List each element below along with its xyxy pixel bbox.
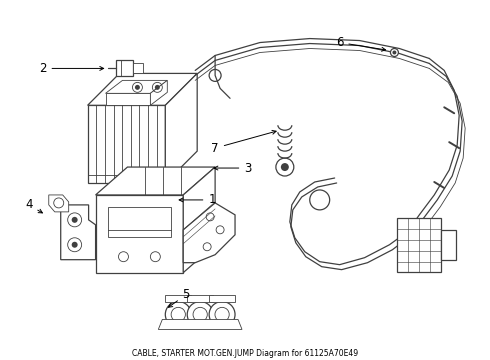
- Polygon shape: [165, 294, 191, 302]
- Polygon shape: [133, 63, 144, 73]
- Circle shape: [310, 190, 330, 210]
- Polygon shape: [441, 230, 456, 260]
- Polygon shape: [150, 80, 167, 105]
- Circle shape: [165, 302, 191, 328]
- Circle shape: [187, 302, 213, 328]
- Text: 4: 4: [25, 198, 43, 213]
- Polygon shape: [61, 205, 96, 260]
- Polygon shape: [165, 73, 197, 183]
- Polygon shape: [105, 93, 150, 105]
- Text: 7: 7: [211, 130, 276, 155]
- Circle shape: [135, 85, 140, 90]
- Polygon shape: [183, 167, 215, 273]
- Text: 3: 3: [214, 162, 252, 175]
- Text: CABLE, STARTER MOT.GEN.JUMP Diagram for 61125A70E49: CABLE, STARTER MOT.GEN.JUMP Diagram for …: [132, 349, 358, 358]
- Polygon shape: [88, 105, 165, 183]
- Circle shape: [392, 50, 396, 54]
- Polygon shape: [116, 60, 133, 76]
- Polygon shape: [96, 195, 183, 273]
- Polygon shape: [49, 195, 69, 212]
- Text: 1: 1: [179, 193, 216, 206]
- Polygon shape: [187, 294, 213, 302]
- Text: 2: 2: [39, 62, 104, 75]
- Polygon shape: [397, 218, 441, 272]
- Polygon shape: [88, 73, 197, 105]
- Circle shape: [209, 302, 235, 328]
- Text: 5: 5: [169, 288, 190, 307]
- Circle shape: [72, 242, 77, 248]
- Text: 6: 6: [336, 36, 386, 51]
- Circle shape: [391, 49, 398, 57]
- Circle shape: [72, 217, 77, 223]
- Polygon shape: [158, 319, 242, 329]
- Polygon shape: [96, 167, 215, 195]
- Circle shape: [281, 163, 289, 171]
- Polygon shape: [183, 203, 235, 263]
- Circle shape: [155, 85, 160, 90]
- Polygon shape: [105, 80, 167, 93]
- Polygon shape: [209, 294, 235, 302]
